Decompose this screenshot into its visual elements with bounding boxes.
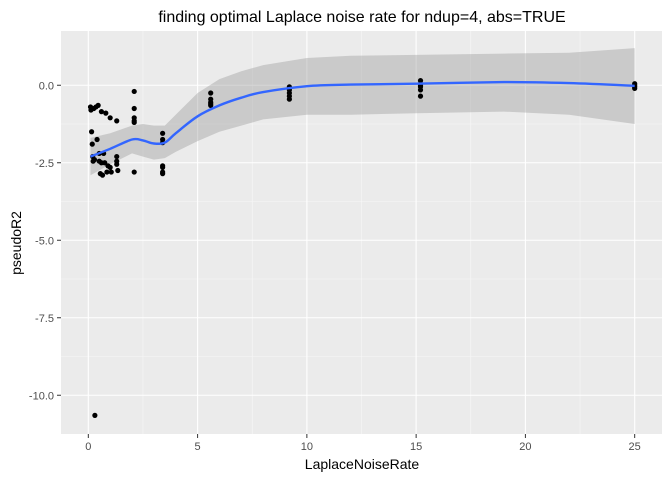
data-point bbox=[91, 157, 98, 163]
x-tick-label: 10 bbox=[301, 441, 313, 453]
smooth-line bbox=[90, 80, 635, 158]
data-point bbox=[160, 130, 166, 136]
x-tick-label: 0 bbox=[85, 441, 91, 453]
chart-title: finding optimal Laplace noise rate for n… bbox=[158, 9, 565, 26]
data-point bbox=[102, 160, 108, 166]
x-tick-label: 15 bbox=[410, 441, 422, 453]
data-point bbox=[160, 164, 166, 170]
data-point bbox=[103, 110, 109, 116]
data-point bbox=[92, 412, 98, 418]
data-point bbox=[131, 119, 137, 126]
data-point bbox=[632, 85, 638, 91]
data-point bbox=[208, 102, 214, 108]
y-tick-label: -7.5 bbox=[35, 313, 54, 325]
y-tick-label: -5.0 bbox=[35, 235, 54, 247]
data-point bbox=[108, 169, 114, 175]
data-point bbox=[104, 169, 110, 175]
data-points bbox=[87, 78, 638, 418]
x-axis-title: LaplaceNoiseRate bbox=[305, 456, 420, 472]
data-point bbox=[208, 90, 214, 96]
data-point bbox=[107, 164, 113, 170]
data-point bbox=[417, 93, 424, 99]
x-tick-label: 25 bbox=[629, 441, 641, 453]
data-point bbox=[114, 161, 120, 167]
minor-gridlines bbox=[61, 31, 662, 434]
data-point bbox=[95, 102, 101, 108]
data-point bbox=[131, 88, 137, 95]
data-point bbox=[99, 172, 106, 178]
x-tick-labels: 0 5 10 15 20 25 bbox=[85, 441, 641, 453]
data-point bbox=[94, 136, 100, 143]
data-point bbox=[286, 96, 292, 102]
x-tick-label: 20 bbox=[519, 441, 531, 453]
data-point bbox=[131, 169, 137, 175]
data-point bbox=[160, 171, 166, 177]
data-point bbox=[115, 167, 121, 174]
data-point bbox=[114, 153, 120, 160]
data-point bbox=[114, 118, 120, 124]
y-tick-labels: 0.0 -2.5 -5.0 -7.5 -10.0 bbox=[29, 80, 54, 402]
major-gridlines bbox=[61, 31, 662, 434]
axis-ticks bbox=[57, 84, 636, 438]
y-axis-title: pseudoR2 bbox=[8, 211, 24, 275]
data-point bbox=[89, 141, 95, 147]
data-point bbox=[131, 105, 137, 112]
confidence-ribbon bbox=[90, 48, 635, 176]
data-point bbox=[88, 129, 95, 135]
data-point bbox=[417, 87, 424, 93]
y-tick-label: 0.0 bbox=[39, 80, 54, 92]
data-point bbox=[107, 115, 113, 121]
y-tick-label: -10.0 bbox=[29, 390, 54, 402]
data-point bbox=[98, 109, 105, 115]
x-tick-label: 5 bbox=[195, 441, 201, 453]
y-tick-label: -2.5 bbox=[35, 158, 54, 170]
